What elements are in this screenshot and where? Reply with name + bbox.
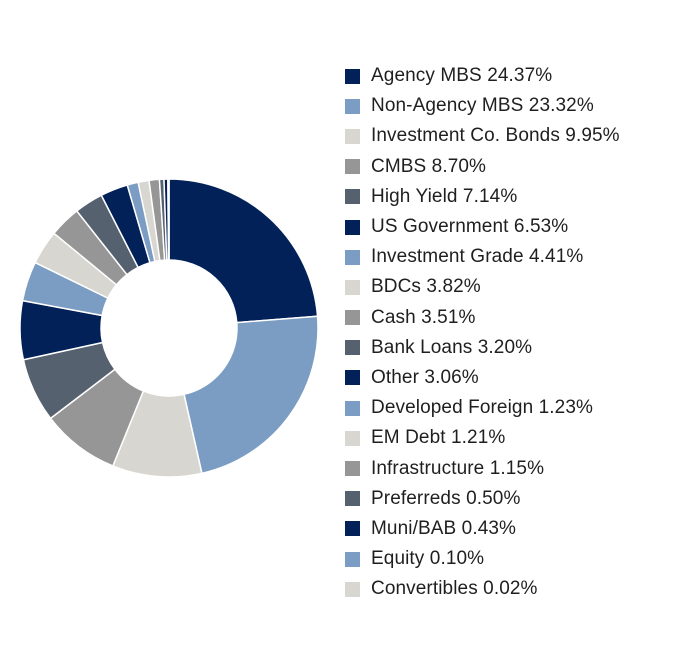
legend-item: Infrastructure 1.15% bbox=[345, 453, 620, 483]
donut-slice bbox=[168, 178, 319, 324]
donut-plot bbox=[19, 178, 319, 478]
legend-item: Other 3.06% bbox=[345, 363, 620, 393]
legend: Agency MBS 24.37% Non-Agency MBS 23.32% In… bbox=[345, 61, 620, 604]
legend-label: Infrastructure 1.15% bbox=[371, 457, 545, 479]
legend-item: Investment Grade 4.41% bbox=[345, 242, 620, 272]
legend-item: Equity 0.10% bbox=[345, 544, 620, 574]
donut-slice bbox=[183, 315, 319, 475]
legend-label: EM Debt 1.21% bbox=[371, 427, 506, 449]
legend-item: Muni/BAB 0.43% bbox=[345, 514, 620, 544]
legend-item: High Yield 7.14% bbox=[345, 182, 620, 212]
legend-label: Preferreds 0.50% bbox=[371, 487, 521, 509]
legend-swatch bbox=[345, 219, 360, 235]
legend-item: Bank Loans 3.20% bbox=[345, 333, 620, 363]
legend-swatch bbox=[345, 551, 360, 567]
legend-label: Equity 0.10% bbox=[371, 548, 485, 570]
legend-label: High Yield 7.14% bbox=[371, 185, 518, 207]
legend-swatch bbox=[345, 521, 360, 537]
legend-swatch bbox=[345, 68, 360, 84]
legend-item: BDCs 3.82% bbox=[345, 272, 620, 302]
legend-label: Non-Agency MBS 23.32% bbox=[371, 95, 594, 117]
legend-item: Cash 3.51% bbox=[345, 303, 620, 333]
legend-label: US Government 6.53% bbox=[371, 216, 569, 238]
legend-swatch bbox=[345, 461, 360, 477]
legend-item: Agency MBS 24.37% bbox=[345, 61, 620, 91]
legend-label: Developed Foreign 1.23% bbox=[371, 397, 593, 419]
legend-item: Convertibles 0.02% bbox=[345, 574, 620, 604]
legend-item: Developed Foreign 1.23% bbox=[345, 393, 620, 423]
legend-item: US Government 6.53% bbox=[345, 212, 620, 242]
legend-swatch bbox=[345, 279, 360, 295]
legend-swatch bbox=[345, 491, 360, 507]
legend-label: Convertibles 0.02% bbox=[371, 578, 538, 600]
legend-swatch bbox=[345, 98, 360, 114]
legend-item: Investment Co. Bonds 9.95% bbox=[345, 121, 620, 151]
legend-swatch bbox=[345, 340, 360, 356]
legend-label: Muni/BAB 0.43% bbox=[371, 517, 517, 539]
legend-swatch bbox=[345, 370, 360, 386]
legend-swatch bbox=[345, 128, 360, 144]
legend-label: Investment Grade 4.41% bbox=[371, 246, 584, 268]
legend-swatch bbox=[345, 249, 360, 265]
legend-label: Agency MBS 24.37% bbox=[371, 65, 553, 87]
legend-swatch bbox=[345, 159, 360, 175]
legend-swatch bbox=[345, 310, 360, 326]
legend-swatch bbox=[345, 581, 360, 597]
legend-item: Preferreds 0.50% bbox=[345, 484, 620, 514]
legend-swatch bbox=[345, 189, 360, 205]
legend-label: Cash 3.51% bbox=[371, 306, 476, 328]
legend-label: Bank Loans 3.20% bbox=[371, 336, 533, 358]
legend-label: BDCs 3.82% bbox=[371, 276, 481, 298]
legend-swatch bbox=[345, 400, 360, 416]
legend-label: Investment Co. Bonds 9.95% bbox=[371, 125, 620, 147]
legend-item: CMBS 8.70% bbox=[345, 152, 620, 182]
legend-label: CMBS 8.70% bbox=[371, 155, 487, 177]
legend-item: Non-Agency MBS 23.32% bbox=[345, 91, 620, 121]
legend-label: Other 3.06% bbox=[371, 366, 479, 388]
legend-item: EM Debt 1.21% bbox=[345, 423, 620, 453]
legend-swatch bbox=[345, 430, 360, 446]
